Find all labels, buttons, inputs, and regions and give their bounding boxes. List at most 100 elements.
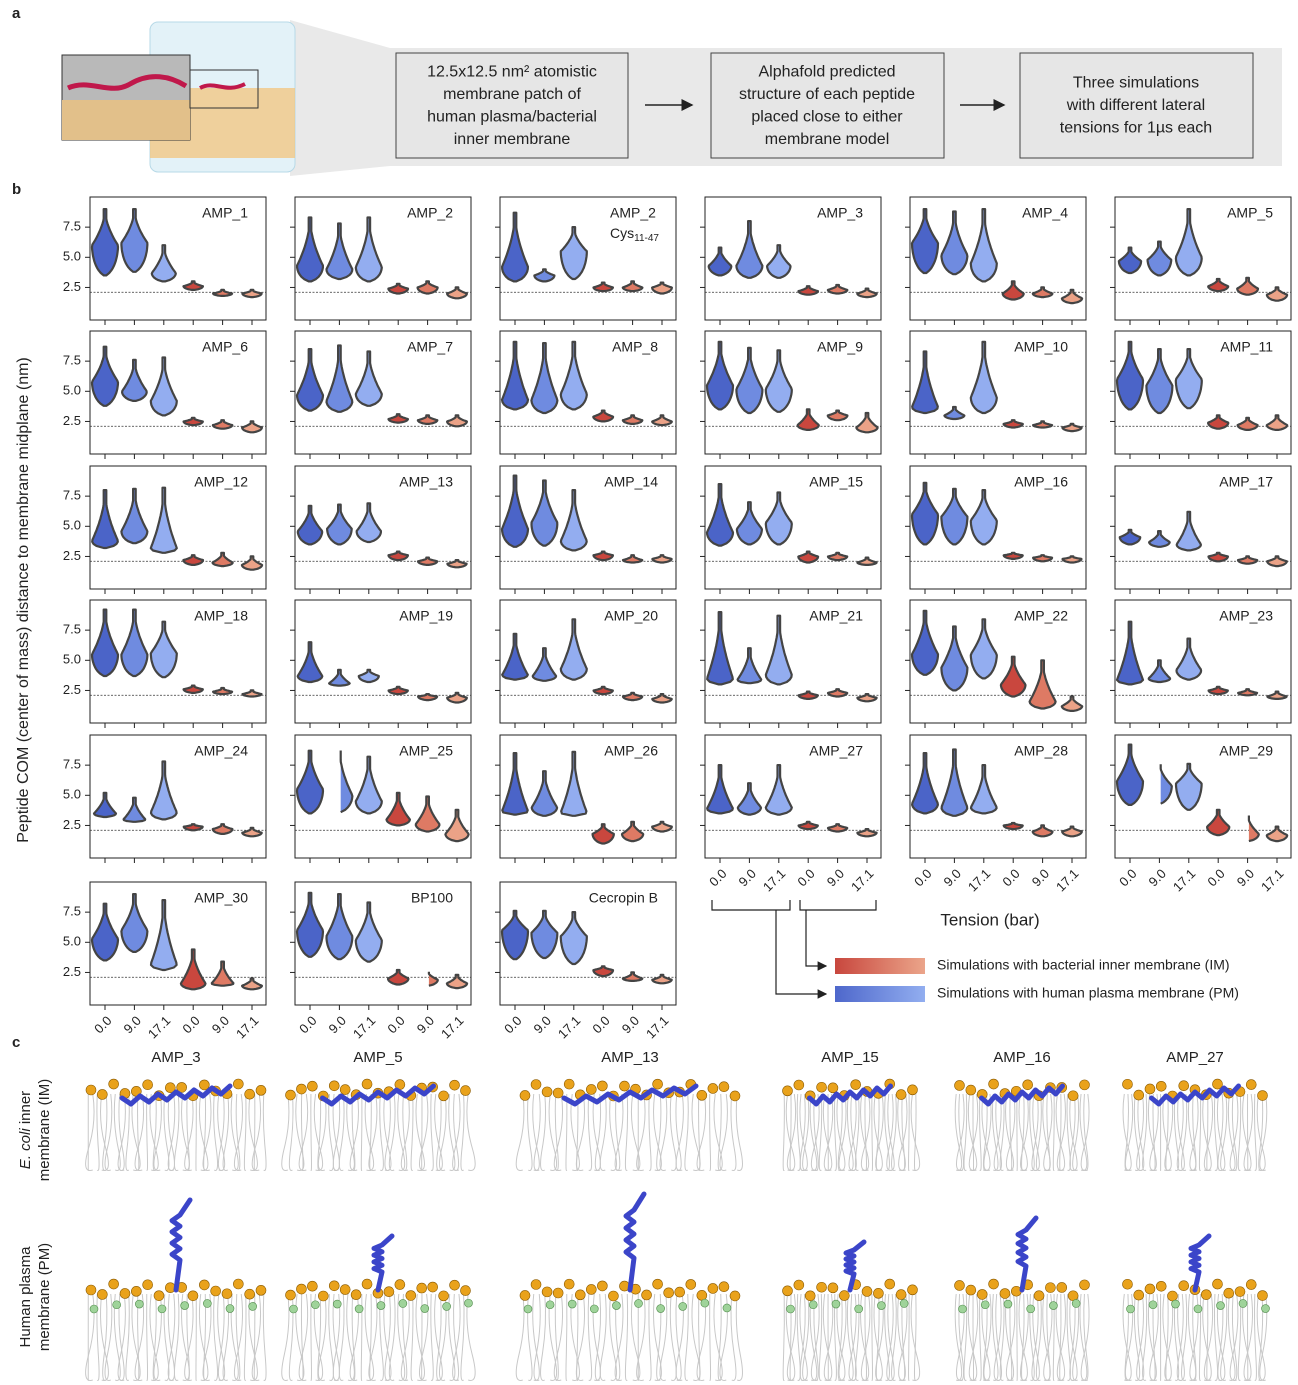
lipid-tail [1053,1094,1054,1171]
row-label-part: inner [17,1091,34,1129]
headgroup [783,1086,793,1096]
violin [623,281,643,291]
lipid-tail [914,1294,916,1380]
y-tick-label: 2.5 [63,964,81,979]
x-tick-label: 9.0 [941,866,964,889]
membrane-snapshot [86,1079,266,1171]
headgroup-pm [590,1305,598,1313]
x-tick-label: 9.0 [414,1013,437,1036]
violin [92,490,118,548]
violin [971,490,997,544]
violin [561,227,587,279]
lipid-tail [1207,1094,1208,1171]
violin [92,347,118,406]
x-tick-label: 0.0 [501,1013,524,1036]
violin [502,342,528,410]
violin [561,619,587,679]
violin [593,411,613,422]
violin [92,610,118,676]
headgroup [143,1280,153,1290]
headgroup [245,1089,255,1099]
lipid-tail [783,1294,784,1380]
violin [1117,745,1143,805]
headgroup-pm [1172,1300,1180,1308]
violin [1003,281,1024,299]
violin [1176,209,1202,275]
lipid-tail [731,1294,736,1380]
headgroup [286,1090,296,1100]
violin [327,894,353,959]
headgroup [461,1286,471,1296]
headgroup-pm [465,1299,473,1307]
headgroup-pm [1027,1305,1035,1313]
lipid-tail [147,1094,148,1171]
lipid-tail [1257,1094,1265,1171]
violin [912,611,938,675]
x-tick-label: 17.1 [145,1013,174,1042]
violin [242,290,261,297]
headgroup [307,1281,317,1291]
lipid-tail [437,1294,441,1380]
subtitle-subscript: 11-47 [634,233,659,244]
headgroup [1034,1291,1044,1301]
membrane-snapshot [516,1079,742,1170]
headgroup [154,1291,164,1301]
violin [1033,287,1053,297]
lipid-tail [234,1094,242,1171]
violin [593,966,613,976]
x-tick-label: 0.0 [1116,866,1139,889]
headgroup-pm [1262,1305,1270,1313]
headgroup [653,1079,663,1089]
violin [594,283,613,292]
headgroup [109,1079,119,1089]
headgroup [564,1079,574,1089]
headgroup [296,1084,306,1094]
violin [181,950,206,990]
headgroup [1045,1283,1055,1293]
lipid-tail [187,1094,190,1171]
violin [184,686,203,693]
lipid-tail [1022,1094,1025,1171]
peptide [1191,1236,1209,1290]
violin [828,285,847,294]
lipid-tail [980,1294,982,1380]
violin [212,962,234,986]
headgroup [619,1081,629,1091]
lipid-tail [566,1094,567,1171]
x-tick-label: 17.1 [1053,866,1082,895]
bracket [712,900,790,910]
headgroup [1057,1282,1067,1292]
headgroup-pm [311,1301,319,1309]
violin [593,824,614,843]
violin [1063,556,1082,562]
step-text: Three simulations [1073,75,1199,92]
headgroup [296,1284,306,1294]
violin [387,793,410,826]
lipid-tail [263,1094,266,1171]
headgroup [608,1291,618,1301]
headgroup [664,1288,674,1298]
headgroup [109,1279,119,1289]
panel-title: AMP_26 [604,743,658,759]
x-tick-label: 9.0 [326,1013,349,1036]
violin [622,822,643,841]
violin [297,218,323,282]
legend-arrow [776,910,826,994]
lipid-tail [254,1094,255,1171]
x-tick-label: 9.0 [209,1013,232,1036]
lipid-tail [566,1294,567,1380]
headgroup-pm [355,1305,363,1313]
lipid-tail [914,1094,916,1171]
x-tick-label: 0.0 [706,866,729,889]
step-text: with different lateral [1066,97,1205,114]
violin [767,245,790,278]
violin [1238,418,1258,430]
row-label: membrane (IM) [36,1079,53,1182]
violin [594,687,613,694]
violin [121,894,147,952]
headgroup [575,1290,585,1300]
violin [707,484,733,545]
headgroup [542,1087,552,1097]
lipid-tail [214,1094,218,1171]
violin [652,822,672,832]
